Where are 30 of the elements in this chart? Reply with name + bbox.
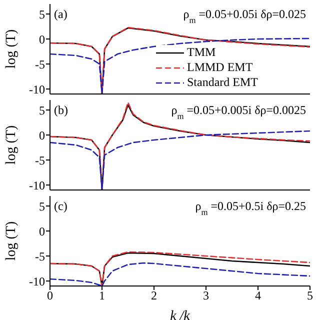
annotation: ρ$_{m}$=0.05+0.005i δρ=0.0025 [171,103,306,120]
y-tick-label: 5 [39,7,45,22]
y-axis-title: log (T) [4,29,20,69]
y-tick-label: 5 [39,199,45,214]
y-tick-label: -10 [29,274,45,288]
annotation: (a) [54,7,68,21]
y-tick-label: 0 [39,224,45,238]
y-tick-label: 5 [39,103,45,118]
annotation: ρ$_{m}$=0.05+0.5i δρ=0.25 [195,199,306,216]
y-tick-label: -10 [29,178,45,192]
y-axis-title: log (T) [4,125,20,165]
annotation: ρ$_{m}$=0.05+0.05i δρ=0.025 [183,7,306,24]
y-tick-label: -5 [35,57,45,72]
y-axis-title: log (T) [4,221,20,261]
legend-label: LMMD EMT [187,60,253,75]
x-tick-label: 4 [255,288,261,303]
y-tick-label: 0 [39,128,45,142]
y-tick-label: -10 [29,82,45,96]
annotation: (b) [54,103,68,117]
x-axis-title: k /k [170,309,191,320]
legend-label: Standard EMT [187,75,258,90]
y-tick-label: 0 [39,32,45,46]
x-tick-label: 3 [203,288,209,303]
y-tick-label: -5 [35,153,45,168]
x-tick-label: 5 [307,288,313,303]
y-tick-label: -5 [35,249,45,264]
annotation: (c) [54,199,68,213]
x-tick-label: 1 [99,288,105,303]
legend-label: TMM [187,45,216,60]
x-tick-label: 2 [151,288,157,303]
